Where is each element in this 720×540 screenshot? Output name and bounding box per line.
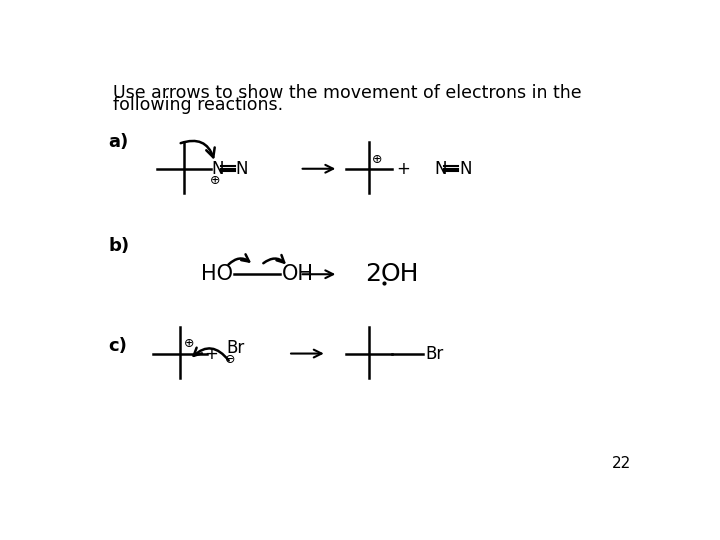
FancyArrowPatch shape xyxy=(181,141,215,157)
Text: Br: Br xyxy=(426,345,444,362)
Text: ⊖: ⊖ xyxy=(225,353,235,366)
Text: 2: 2 xyxy=(365,262,381,286)
Text: HO: HO xyxy=(201,264,233,284)
Text: Br: Br xyxy=(227,339,245,357)
FancyArrowPatch shape xyxy=(264,255,284,263)
Text: ⊕: ⊕ xyxy=(372,153,382,166)
Text: following reactions.: following reactions. xyxy=(113,96,284,113)
Text: b): b) xyxy=(109,237,130,255)
Text: a): a) xyxy=(109,133,129,151)
FancyArrowPatch shape xyxy=(228,254,249,265)
Text: c): c) xyxy=(109,337,127,355)
FancyArrowPatch shape xyxy=(194,348,229,361)
Text: OH: OH xyxy=(282,264,314,284)
Text: +: + xyxy=(397,160,410,178)
Text: Use arrows to show the movement of electrons in the: Use arrows to show the movement of elect… xyxy=(113,84,582,102)
Text: ⊕: ⊕ xyxy=(184,338,194,350)
Text: 22: 22 xyxy=(611,456,631,471)
Text: N: N xyxy=(235,160,248,178)
Text: OH: OH xyxy=(381,262,419,286)
Text: +: + xyxy=(204,345,218,362)
Text: ⊕: ⊕ xyxy=(210,174,220,187)
Text: N: N xyxy=(211,160,224,178)
Text: N: N xyxy=(459,160,472,178)
Text: N: N xyxy=(434,160,447,178)
